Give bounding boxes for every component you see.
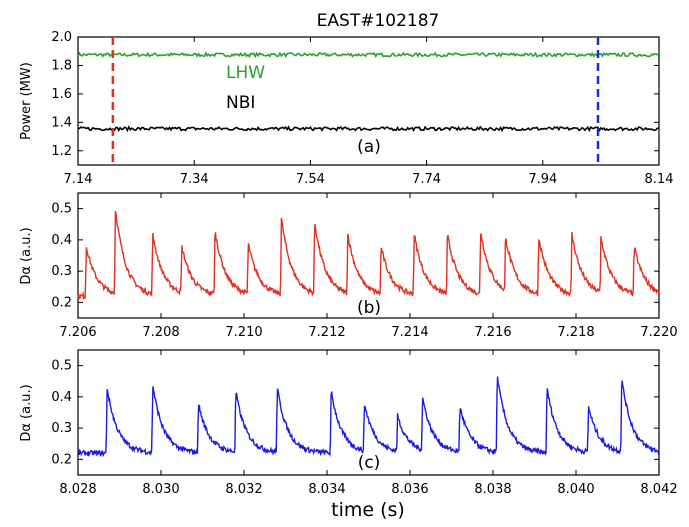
x-tick-label: 7.94 [528,172,557,187]
panel-b-frame [77,192,660,319]
series-label-lhw: LHW [226,63,265,83]
y-tick-label: 0.4 [51,390,72,405]
x-tick-label: 7.216 [474,325,511,340]
x-axis-label: time (s) [331,499,405,521]
x-tick-label: 7.208 [142,325,179,340]
panel-a-vlines [111,37,600,165]
x-tick-label: 7.54 [296,172,325,187]
y-tick-label: 2.0 [51,30,72,45]
x-tick-label: 7.212 [308,325,345,340]
series-line-nbi [77,125,660,133]
x-tick-label: 8.030 [142,482,179,497]
series-line-lhw [77,51,660,59]
y-tick-label: 1.4 [51,115,72,130]
y-axis-label-a: Power (MW) [19,62,34,140]
y-tick-label: 0.2 [51,452,72,467]
panel-c-frame [77,349,660,476]
y-tick-label: 0.4 [51,233,72,248]
panel-a-series [77,51,660,133]
panel-c-ticks: 8.028 8.030 8.032 8.034 8.036 8.038 8.040 8.042… [51,350,678,497]
panel-a: 7.14 7.34 7.54 7.74 7.94 8.141.21.41.61.82.0 … [19,30,673,187]
x-tick-label: 7.214 [391,325,428,340]
x-tick-label: 7.14 [64,172,93,187]
panel-b-series [77,210,660,301]
panel-a-frame [77,36,660,166]
y-axis-label-b: Dα (a.u.) [19,227,34,284]
x-tick-label: 7.206 [59,325,96,340]
panel-b: 7.206 7.208 7.210 7.212 7.214 7.216 7.218 7.220… [19,192,678,340]
y-axis-label-c: Dα (a.u.) [19,384,34,441]
y-tick-label: 0.3 [51,421,72,436]
x-tick-label: 8.034 [308,482,345,497]
y-tick-label: 1.6 [51,87,72,102]
x-tick-label: 8.042 [640,482,677,497]
y-tick-label: 0.5 [51,202,72,217]
y-tick-label: 1.2 [51,144,72,159]
panel-label-c: (c) [358,453,381,473]
panel-b-ticks: 7.206 7.208 7.210 7.212 7.214 7.216 7.218 7.220… [51,193,678,340]
x-tick-label: 8.028 [59,482,96,497]
x-tick-label: 8.038 [474,482,511,497]
series-line-dalpha-b [77,210,660,301]
series-label-nbi: NBI [226,93,255,113]
x-tick-label: 8.032 [225,482,262,497]
panel-c-series [77,376,660,458]
x-tick-label: 7.34 [180,172,209,187]
panel-c: 8.028 8.030 8.032 8.034 8.036 8.038 8.040 8.042… [19,349,678,521]
panel-label-b: (b) [357,298,381,318]
panel-label-a: (a) [357,137,381,157]
panel-a-ticks: 7.14 7.34 7.54 7.74 7.94 8.14 1.2 1.4 1.6 1.8 2.0 [51,30,673,187]
y-tick-label: 1.8 [51,58,72,73]
x-tick-label: 8.14 [645,172,674,187]
y-tick-label: 0.5 [51,359,72,374]
x-tick-label: 7.218 [557,325,594,340]
y-tick-label: 0.2 [51,295,72,310]
x-tick-label: 7.210 [225,325,262,340]
x-tick-label: 7.74 [412,172,441,187]
series-line-dalpha-c [77,376,660,458]
x-tick-label: 7.220 [640,325,677,340]
x-tick-label: 8.036 [391,482,428,497]
x-tick-label: 8.040 [557,482,594,497]
chart-title: EAST#102187 [317,11,440,31]
y-tick-label: 0.3 [51,264,72,279]
